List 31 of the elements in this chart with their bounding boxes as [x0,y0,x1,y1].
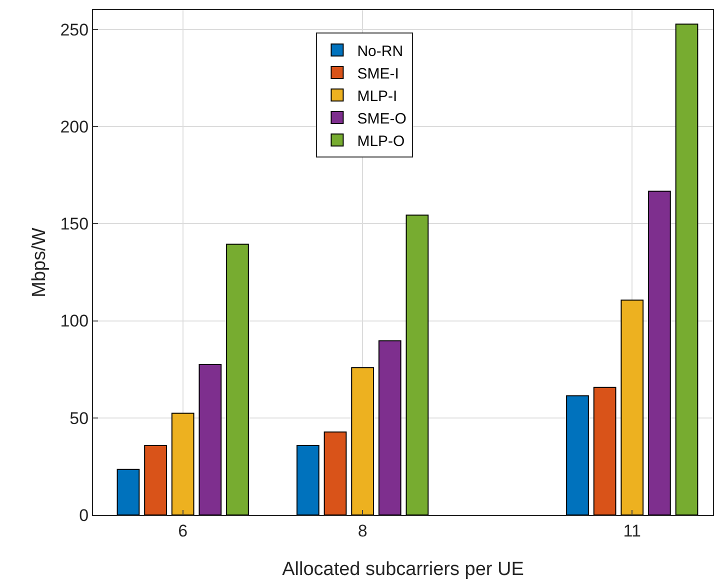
y-tick-label: 250 [60,20,89,40]
legend-label: No-RN [357,42,404,60]
y-tick-label: 0 [79,506,89,525]
bar [593,386,616,515]
x-tick-label: 11 [623,521,641,540]
bar [620,300,644,515]
bar [296,444,320,515]
bar [198,364,222,515]
bar [648,190,671,515]
bar [378,340,402,515]
bar [144,444,167,515]
x-tick-label: 6 [178,521,188,540]
bar [406,214,429,515]
bar [566,395,589,515]
legend-label: MLP-O [357,132,405,150]
bar [675,24,698,515]
y-tick-label: 50 [70,408,89,428]
legend-label: SME-O [357,110,406,128]
y-axis-title: Mbps/W [29,228,50,298]
x-tick-label: 8 [358,521,368,540]
legend-label: MLP-I [357,88,398,105]
legend-label: SME-I [357,65,399,82]
bar [116,468,140,515]
y-tick-label: 100 [60,312,89,331]
bar [351,367,374,515]
y-tick-label: 150 [60,214,89,234]
y-tick-label: 200 [60,117,89,136]
bar [324,432,347,515]
x-axis-title: Allocated subcarriers per UE [282,559,524,580]
bar [226,244,249,515]
bar [171,412,194,515]
